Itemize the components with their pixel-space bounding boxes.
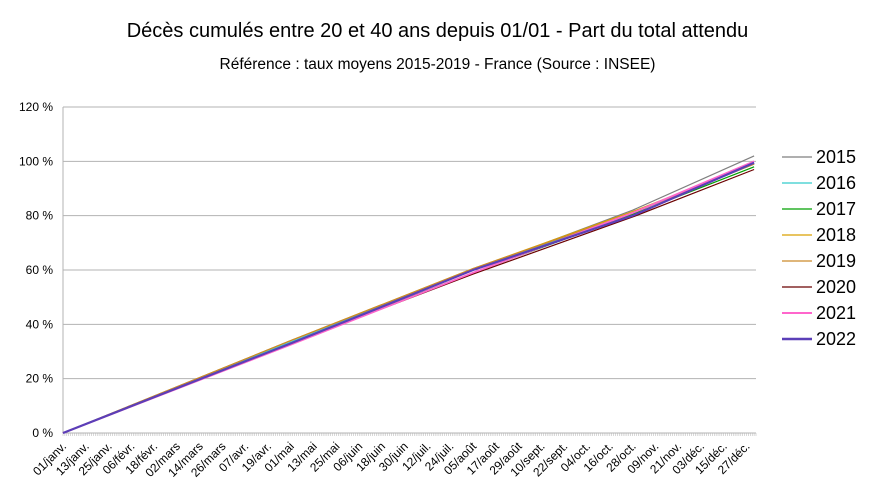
y-tick-label: 20 % xyxy=(26,372,54,386)
y-tick-label: 40 % xyxy=(26,317,54,331)
legend-label-2021: 2021 xyxy=(816,303,856,323)
y-tick-label: 100 % xyxy=(19,154,53,168)
legend-label-2022: 2022 xyxy=(816,329,856,349)
chart-subtitle: Référence : taux moyens 2015-2019 - Fran… xyxy=(219,56,656,73)
y-tick-label: 0 % xyxy=(32,426,53,440)
y-tick-label: 60 % xyxy=(26,263,54,277)
y-tick-label: 120 % xyxy=(19,100,53,114)
legend-label-2019: 2019 xyxy=(816,251,856,271)
y-tick-label: 80 % xyxy=(26,209,54,223)
legend-label-2018: 2018 xyxy=(816,225,856,245)
legend-label-2020: 2020 xyxy=(816,277,856,297)
legend-label-2017: 2017 xyxy=(816,199,856,219)
legend-label-2015: 2015 xyxy=(816,147,856,167)
chart-title: Décès cumulés entre 20 et 40 ans depuis … xyxy=(126,20,749,42)
series-line-2022 xyxy=(62,161,755,435)
legend-label-2016: 2016 xyxy=(816,173,856,193)
